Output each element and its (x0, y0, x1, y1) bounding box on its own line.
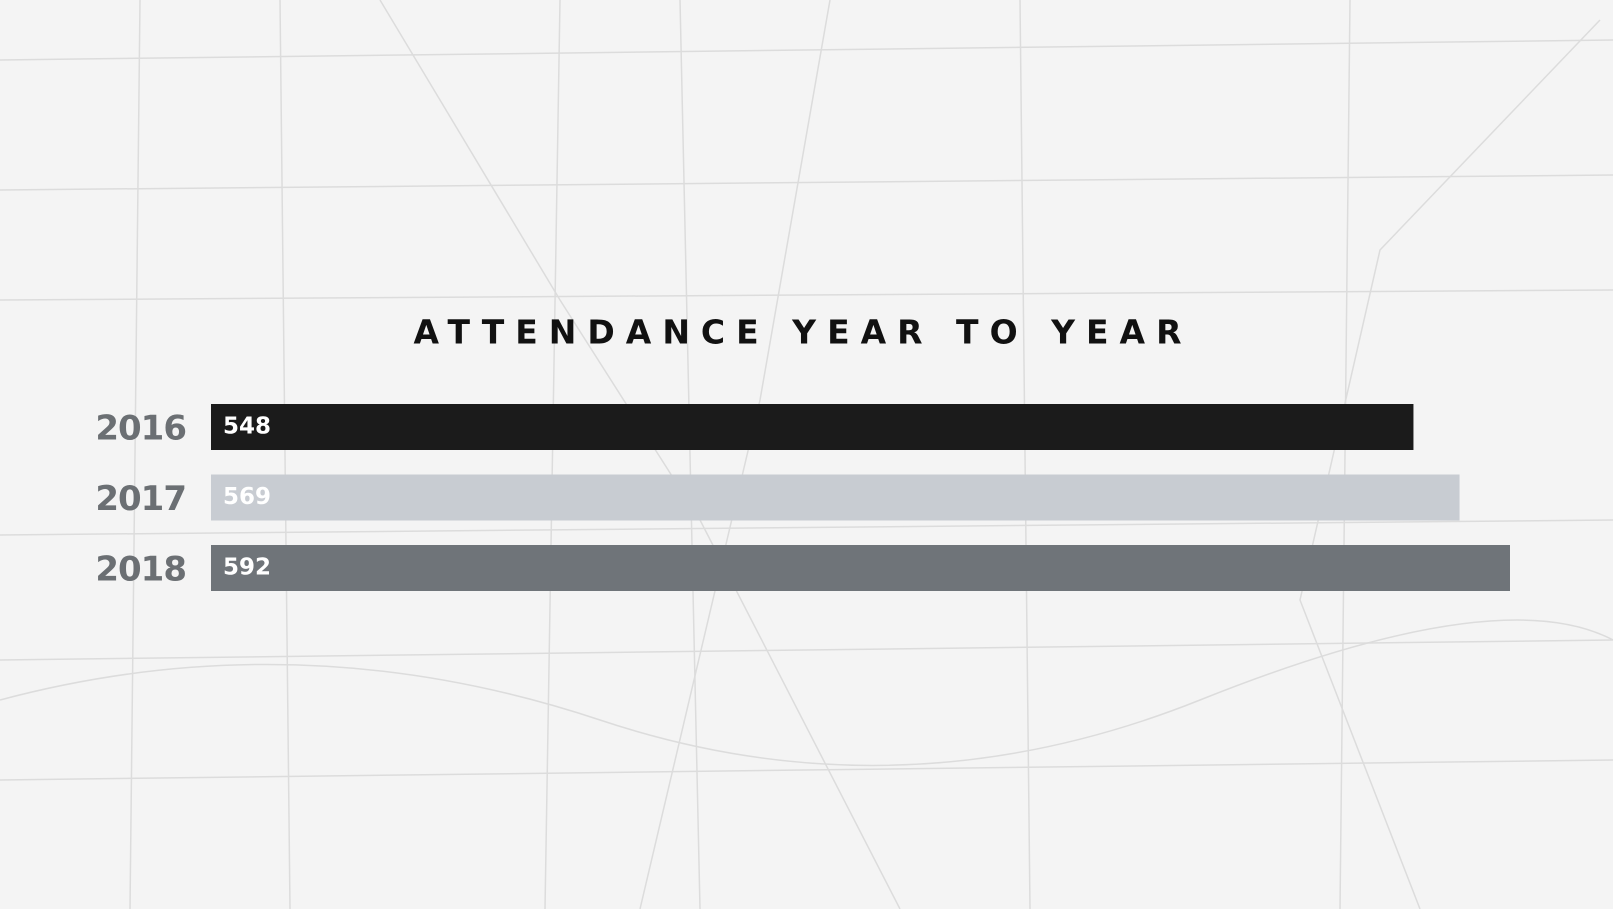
value-label: 569 (223, 484, 271, 510)
chart-title: ATTENDANCE YEAR TO YEAR (413, 313, 1192, 352)
bar (211, 545, 1510, 591)
value-label: 548 (223, 414, 271, 440)
category-label: 2018 (95, 550, 186, 590)
value-label: 592 (223, 555, 271, 581)
bar (211, 474, 1460, 521)
category-label: 2016 (95, 409, 186, 449)
bar (211, 404, 1414, 450)
category-label: 2017 (95, 479, 186, 519)
